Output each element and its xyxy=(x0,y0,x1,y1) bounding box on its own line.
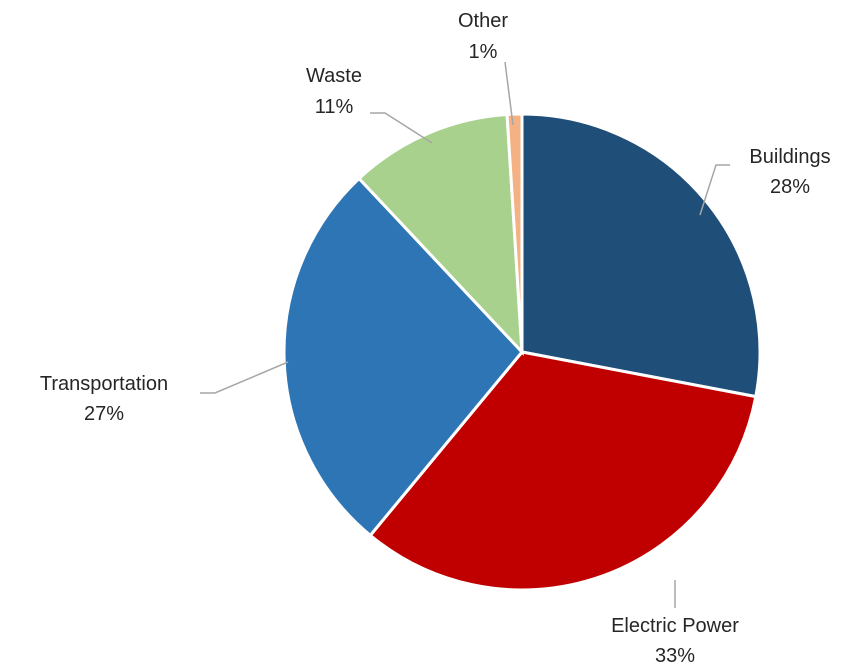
slice-value-buildings: 28% xyxy=(770,176,810,198)
slice-label-buildings: Buildings xyxy=(749,146,830,168)
slice-value-other: 1% xyxy=(469,41,498,63)
leader-line-transportation xyxy=(200,361,289,394)
pie-slice-transportation xyxy=(282,176,524,538)
slice-label-waste: Waste xyxy=(306,65,362,87)
pie-slice-other xyxy=(505,112,524,353)
pie-slices xyxy=(282,112,762,592)
slice-value-electric-power: 33% xyxy=(655,645,695,667)
pie-slice-electric-power xyxy=(368,350,758,592)
leader-line-other xyxy=(504,61,514,126)
leader-line-waste xyxy=(370,112,433,144)
slice-value-waste: 11% xyxy=(315,96,354,118)
pie-slice-waste xyxy=(356,112,524,357)
slice-value-transportation: 27% xyxy=(84,403,124,425)
slice-label-electric-power: Electric Power xyxy=(611,615,739,637)
leader-line-buildings xyxy=(699,164,730,216)
pie-slice-buildings xyxy=(520,112,762,399)
slice-label-transportation: Transportation xyxy=(40,373,168,395)
leader-lines xyxy=(200,61,730,608)
slice-label-other: Other xyxy=(458,10,508,32)
